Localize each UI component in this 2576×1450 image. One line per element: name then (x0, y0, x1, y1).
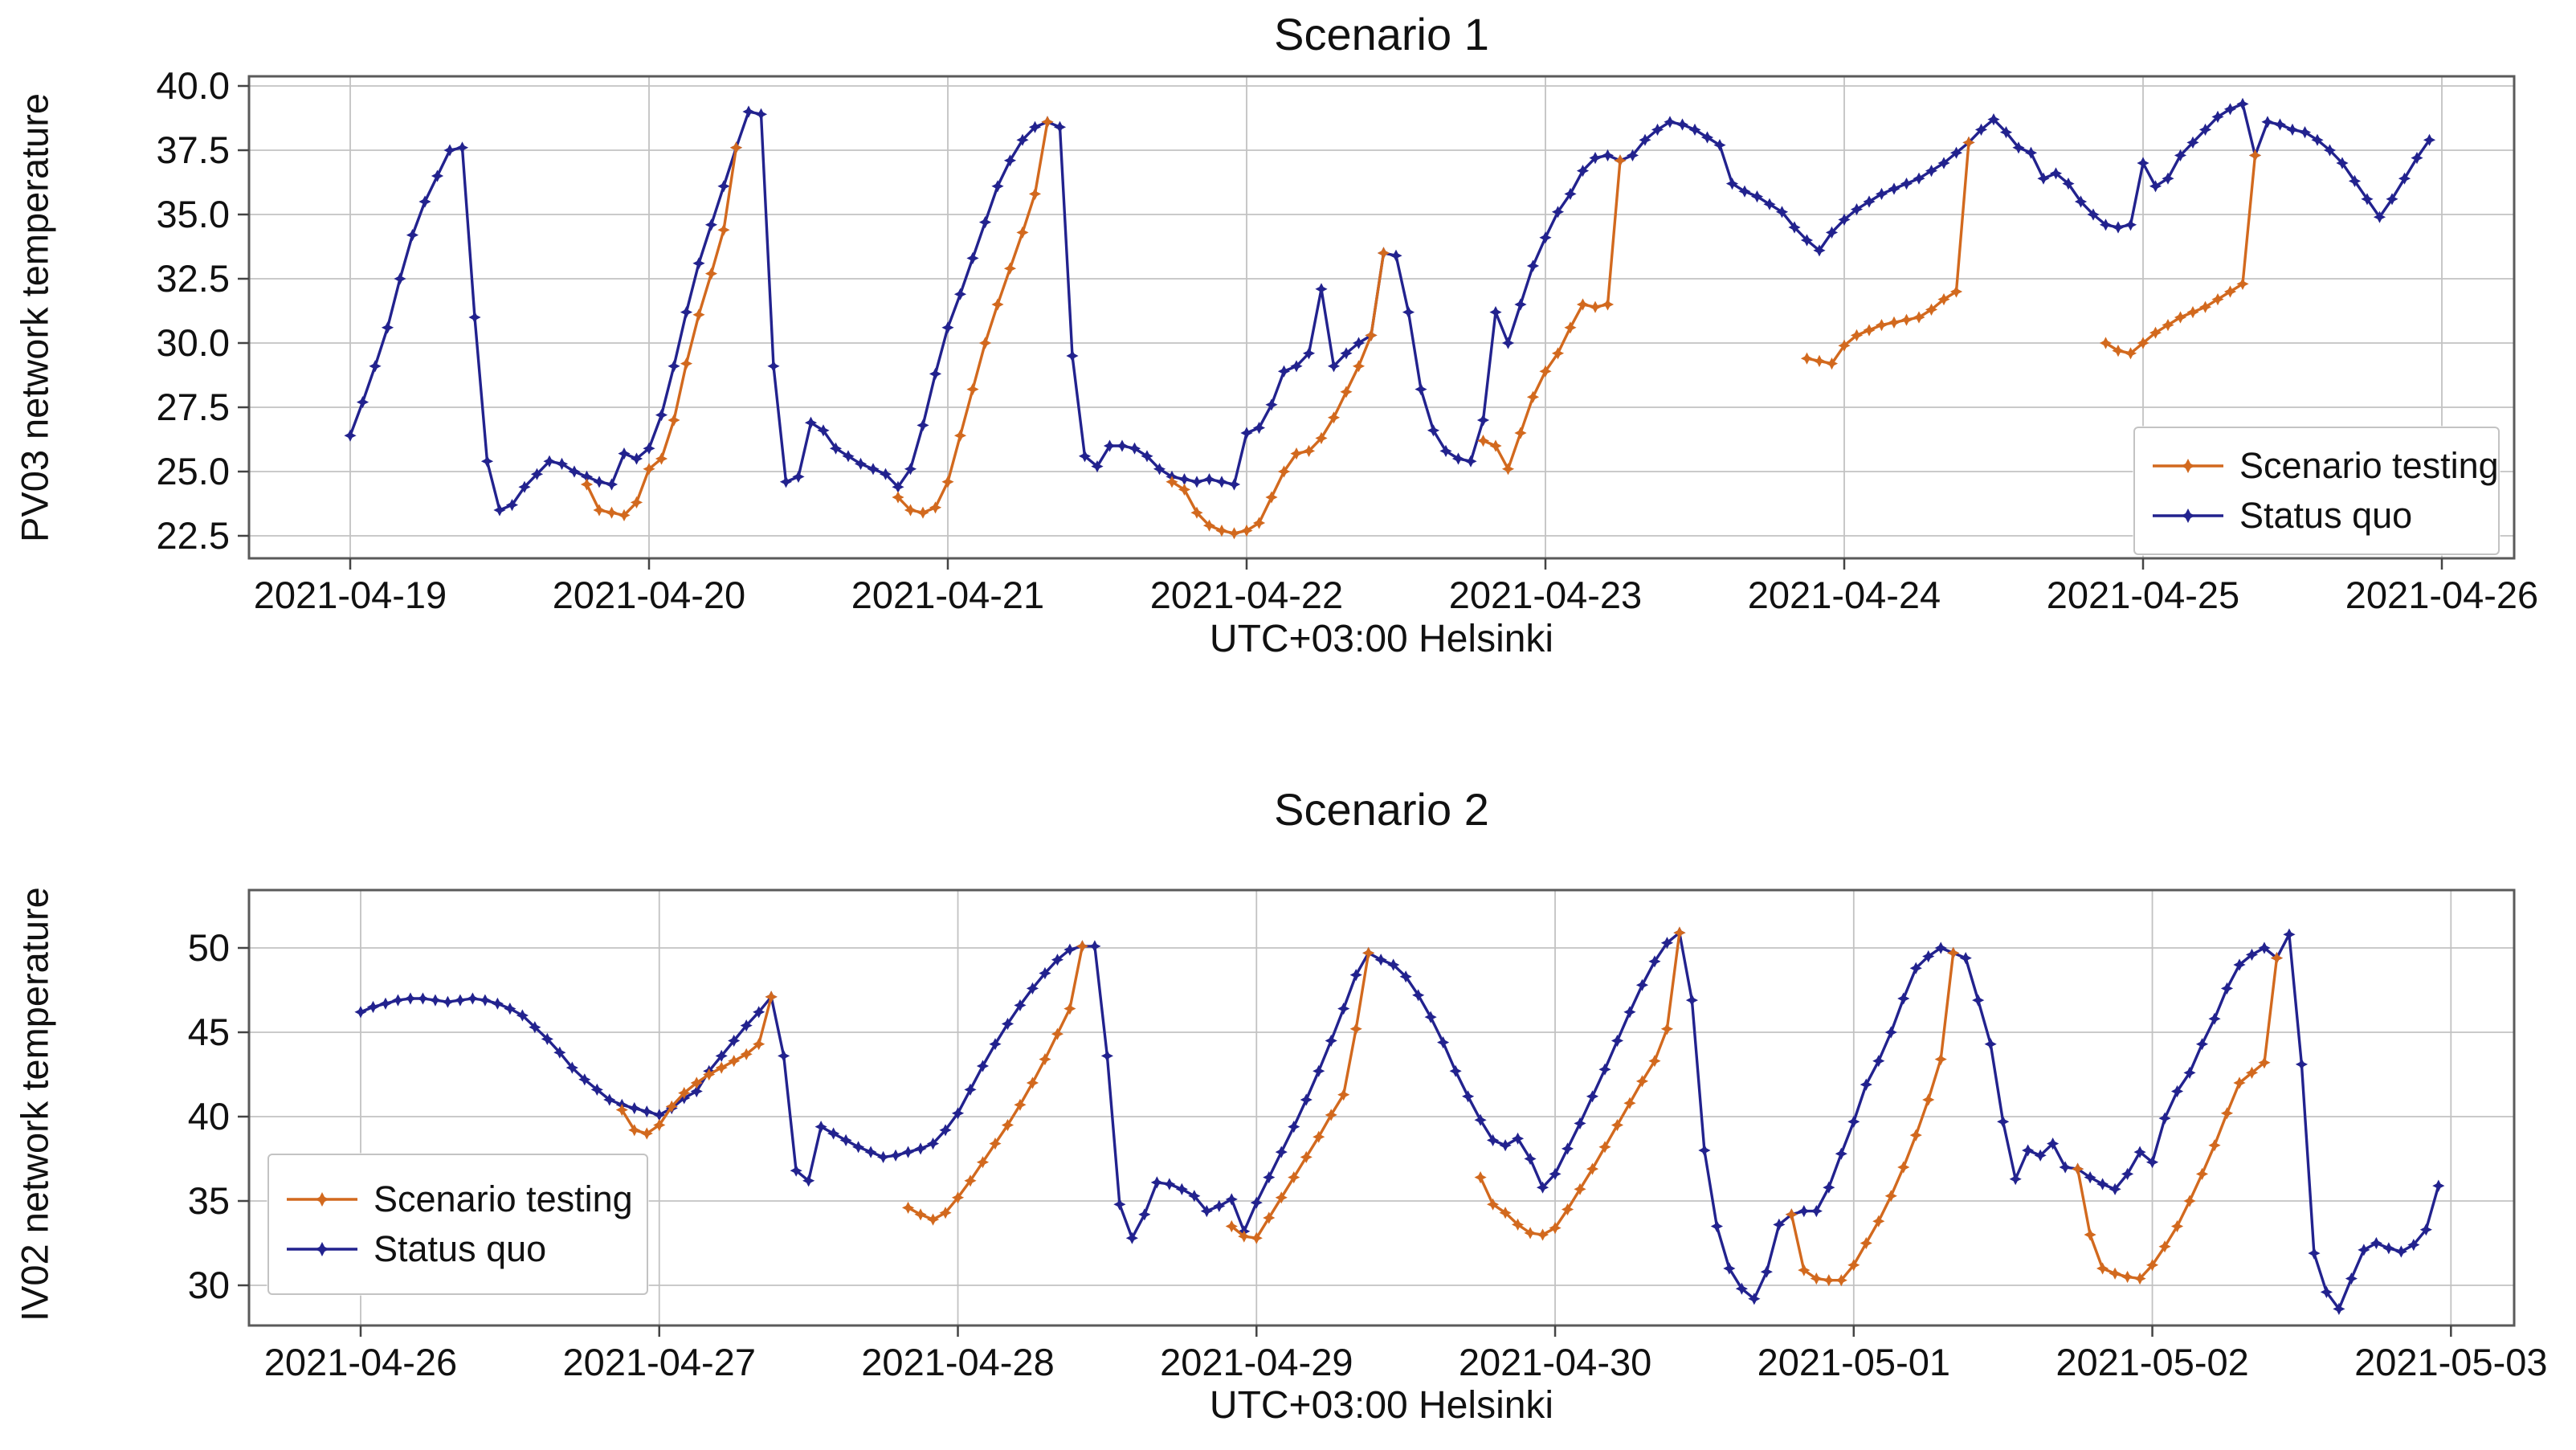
legend-label-status-quo: Status quo (374, 1228, 547, 1269)
y-tick-label: 45 (188, 1011, 230, 1053)
y-tick-label: 40.0 (157, 64, 230, 107)
legend-item-status-quo: Status quo (284, 1228, 632, 1270)
y-tick-label: 37.5 (157, 129, 230, 171)
y-tick-label: 40 (188, 1095, 230, 1138)
scenario-testing-line-icon (2153, 459, 2223, 473)
x-tick-label: 2021-04-24 (1748, 574, 1941, 616)
status-quo-line-icon (2153, 509, 2223, 523)
x-tick-label: 2021-04-25 (2047, 574, 2239, 616)
y-tick-label: 50 (188, 926, 230, 969)
series-markers (1800, 136, 1975, 370)
series-line (906, 945, 1084, 1221)
legend-label-scenario-testing: Scenario testing (2239, 445, 2499, 486)
x-tick-label: 2021-05-03 (2354, 1341, 2547, 1383)
legend-item-status-quo: Status quo (2149, 495, 2484, 537)
series-markers (2099, 149, 2262, 360)
x-tick-label: 2021-04-21 (851, 574, 1044, 616)
series-line (359, 931, 2440, 1311)
chart-2-title: Scenario 2 (1274, 784, 1489, 835)
chart-1-plot: 40.0 37.5 35.0 32.5 30.0 27.5 25.0 22.5 2021-04-… (157, 64, 2539, 616)
series-markers (892, 116, 1054, 519)
scenario-testing-line-icon (287, 1192, 357, 1207)
legend-label-status-quo: Status quo (2239, 495, 2413, 536)
series-markers (344, 97, 2436, 517)
x-tick-label: 2021-04-20 (553, 574, 745, 616)
chart-2-plot: 50 45 40 35 30 2021-04-26 2021-04-27 2021-04-28… (188, 888, 2548, 1383)
legend-item-scenario-testing: Scenario testing (2149, 445, 2499, 487)
y-tick-label: 30.0 (157, 321, 230, 364)
series-markers (354, 926, 2445, 1315)
x-tick-label: 2021-04-19 (254, 574, 447, 616)
x-tick-label: 2021-04-22 (1150, 574, 1343, 616)
status-quo-line-icon (287, 1242, 357, 1256)
x-tick-label: 2021-04-27 (563, 1341, 756, 1383)
x-tick-label: 2021-04-28 (861, 1341, 1054, 1383)
series-markers (1474, 926, 1686, 1241)
legend-item-scenario-testing: Scenario testing (284, 1178, 633, 1220)
series-markers (1225, 946, 1375, 1244)
x-tick-label: 2021-04-30 (1459, 1341, 1651, 1383)
x-tick-label: 2021-04-26 (2345, 574, 2538, 616)
y-tick-label: 25.0 (157, 450, 230, 492)
chart-2-y-axis-label: IV02 network temperature (13, 887, 56, 1322)
x-tick-label: 2021-04-29 (1160, 1341, 1353, 1383)
series-line (1481, 159, 1622, 471)
legend-label-scenario-testing: Scenario testing (374, 1178, 633, 1219)
y-tick-label: 35.0 (157, 193, 230, 235)
series-line (896, 120, 1049, 514)
chart-1-x-axis-label: UTC+03:00 Helsinki (1209, 618, 1554, 660)
chart-1-title: Scenario 1 (1274, 9, 1489, 59)
y-tick-label: 32.5 (157, 257, 230, 300)
x-tick-label: 2021-04-23 (1449, 574, 1642, 616)
chart-2-x-axis-label: UTC+03:00 Helsinki (1209, 1384, 1554, 1427)
chart-1-legend: Scenario testing Status quo (2133, 427, 2500, 555)
axes-box (247, 75, 2516, 560)
series-markers (1476, 154, 1627, 476)
y-tick-label: 27.5 (157, 386, 230, 428)
chart-1-y-axis-label: PV03 network temperature (13, 92, 56, 542)
x-tick-label: 2021-05-01 (1757, 1341, 1950, 1383)
series-markers (901, 940, 1089, 1226)
y-tick-label: 22.5 (157, 514, 230, 557)
y-tick-label: 35 (188, 1179, 230, 1222)
chart-2-legend: Scenario testing Status quo (267, 1154, 648, 1295)
series-markers (1166, 247, 1390, 540)
x-tick-label: 2021-04-26 (264, 1341, 457, 1383)
series-markers (2072, 952, 2284, 1285)
series-line (349, 102, 2431, 512)
series-line (1170, 251, 1386, 535)
y-tick-label: 30 (188, 1264, 230, 1306)
series-markers (580, 141, 743, 521)
x-tick-label: 2021-05-02 (2055, 1341, 2248, 1383)
series-line (2104, 153, 2257, 355)
series-line (1805, 141, 1970, 366)
axes-box (247, 888, 2516, 1327)
